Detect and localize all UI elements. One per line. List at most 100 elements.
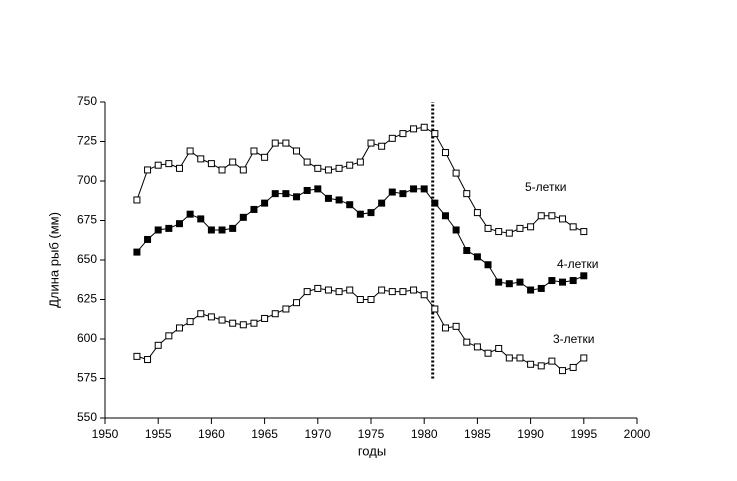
marker [473, 209, 481, 217]
marker [229, 158, 237, 166]
marker [378, 286, 386, 294]
marker [293, 193, 301, 201]
marker [314, 284, 322, 292]
marker [484, 224, 492, 232]
marker [548, 212, 556, 220]
marker [293, 299, 301, 307]
marker [186, 147, 194, 155]
marker [324, 166, 332, 174]
marker [239, 321, 247, 329]
x-tick-label: 1995 [570, 427, 597, 441]
marker [473, 253, 481, 261]
marker [165, 160, 173, 168]
marker [463, 247, 471, 255]
marker [495, 278, 503, 286]
marker [356, 210, 364, 218]
marker [505, 229, 513, 237]
marker [250, 319, 258, 327]
marker [548, 277, 556, 285]
x-tick-label: 1990 [517, 427, 544, 441]
marker [335, 164, 343, 172]
marker [527, 286, 535, 294]
marker [495, 344, 503, 352]
marker [505, 280, 513, 288]
marker [239, 166, 247, 174]
marker [229, 224, 237, 232]
marker [537, 212, 545, 220]
marker [367, 209, 375, 217]
marker [580, 354, 588, 362]
marker [154, 341, 162, 349]
marker [569, 277, 577, 285]
marker [261, 153, 269, 161]
marker [484, 349, 492, 357]
marker [250, 147, 258, 155]
marker [346, 286, 354, 294]
marker [569, 363, 577, 371]
marker [431, 130, 439, 138]
marker [197, 155, 205, 163]
marker [378, 142, 386, 150]
marker [165, 332, 173, 340]
x-tick-label: 1970 [304, 427, 331, 441]
x-tick-label: 1980 [411, 427, 438, 441]
marker [303, 288, 311, 296]
marker [271, 139, 279, 147]
marker [388, 188, 396, 196]
marker [207, 160, 215, 168]
marker [452, 226, 460, 234]
y-tick-label: 675 [77, 213, 97, 227]
series-line [136, 188, 585, 291]
marker [527, 360, 535, 368]
marker [282, 139, 290, 147]
marker [452, 322, 460, 330]
y-tick-label: 575 [77, 371, 97, 385]
marker [293, 147, 301, 155]
marker [303, 158, 311, 166]
marker [282, 190, 290, 198]
x-tick-label: 1985 [464, 427, 491, 441]
marker [410, 125, 418, 133]
marker [133, 352, 141, 360]
marker [261, 314, 269, 322]
x-tick-label: 1955 [145, 427, 172, 441]
marker [144, 235, 152, 243]
marker [399, 190, 407, 198]
y-tick-label: 550 [77, 410, 97, 424]
marker [324, 194, 332, 202]
marker [463, 338, 471, 346]
marker [537, 362, 545, 370]
marker [154, 226, 162, 234]
marker [420, 291, 428, 299]
marker [537, 284, 545, 292]
marker [399, 130, 407, 138]
marker [229, 319, 237, 327]
marker [399, 288, 407, 296]
y-axis-title: Длина рыб (мм) [46, 212, 61, 308]
marker [346, 201, 354, 209]
marker [378, 199, 386, 207]
series-label: 3-летки [553, 332, 594, 346]
marker [431, 199, 439, 207]
marker [527, 223, 535, 231]
x-tick-label: 1965 [251, 427, 278, 441]
marker [324, 286, 332, 294]
marker [218, 166, 226, 174]
y-tick-label: 750 [77, 94, 97, 108]
series-label: 5-летки [525, 180, 566, 194]
marker [356, 296, 364, 303]
x-tick-label: 1950 [92, 427, 119, 441]
marker [367, 296, 375, 303]
marker [314, 185, 322, 193]
marker [388, 134, 396, 142]
marker [410, 185, 418, 193]
marker [335, 288, 343, 296]
marker [271, 310, 279, 318]
marker [175, 324, 183, 332]
y-tick-label: 700 [77, 173, 97, 187]
marker [441, 212, 449, 220]
marker [144, 166, 152, 174]
marker [516, 354, 524, 362]
x-tick-label: 2000 [624, 427, 651, 441]
marker [559, 367, 567, 375]
